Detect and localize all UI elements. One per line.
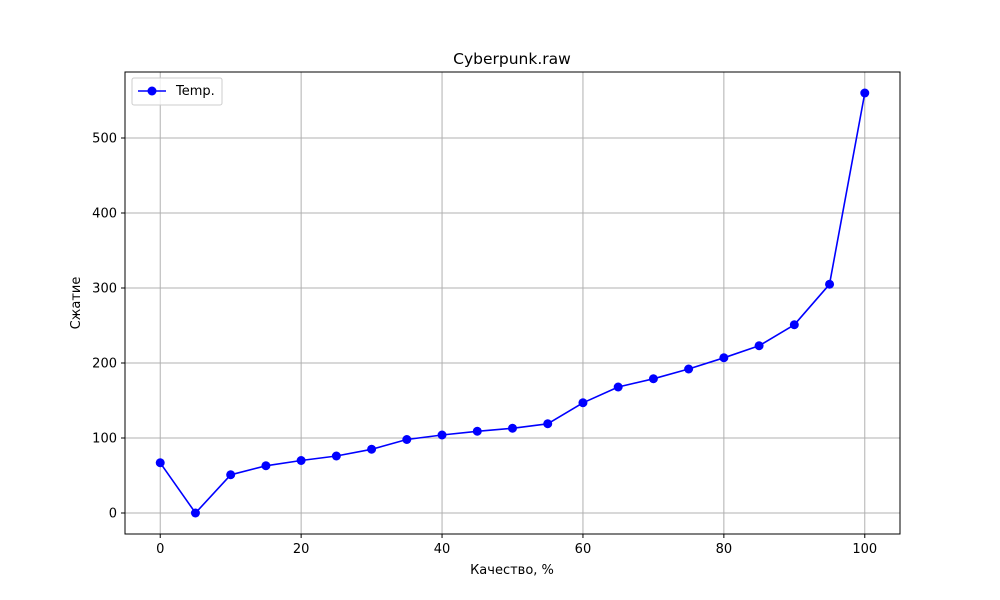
y-axis-label: Сжатие [69, 277, 84, 330]
chart-title: Cyberpunk.raw [453, 50, 571, 68]
plot-frame [124, 71, 901, 535]
data-point [719, 353, 729, 363]
data-point [155, 458, 165, 468]
data-point [402, 435, 412, 444]
data-point [296, 456, 306, 465]
x-tick-label: 40 [434, 542, 451, 557]
data-point [648, 374, 658, 384]
y-tick-label: 100 [92, 432, 117, 447]
legend-box [131, 77, 223, 106]
data-point [860, 88, 870, 98]
y-tick-label: 500 [92, 132, 117, 147]
data-point [190, 508, 200, 518]
ticks: 0 20 40 60 80 100 0 100 200 300 400 500 [92, 132, 877, 558]
x-tick-label: 80 [716, 542, 733, 557]
x-tick-label: 0 [156, 542, 164, 557]
y-tick-label: 200 [92, 357, 117, 372]
data-point [789, 320, 799, 330]
data-point [684, 364, 694, 374]
data-point [543, 419, 553, 429]
data-point [226, 470, 236, 480]
x-tick-label: 100 [852, 542, 877, 557]
data-point [613, 382, 623, 392]
y-tick-label: 300 [92, 282, 117, 297]
data-point [331, 451, 341, 461]
data-point [437, 430, 447, 440]
data-point [754, 341, 764, 351]
data-point [578, 398, 588, 408]
data-point [261, 461, 271, 471]
series-layer [155, 88, 870, 518]
legend: Temp. [131, 77, 223, 106]
grid [125, 72, 900, 534]
x-axis-label: Качество, % [470, 563, 554, 578]
legend-label: Temp. [175, 84, 215, 99]
data-point [472, 426, 482, 436]
data-point [825, 279, 835, 289]
x-tick-label: 20 [293, 542, 310, 557]
data-point [508, 423, 517, 433]
x-tick-label: 60 [575, 542, 592, 557]
data-point [367, 444, 377, 454]
y-tick-label: 0 [109, 507, 117, 522]
y-tick-label: 400 [92, 207, 117, 222]
legend-marker-swatch [147, 86, 157, 96]
